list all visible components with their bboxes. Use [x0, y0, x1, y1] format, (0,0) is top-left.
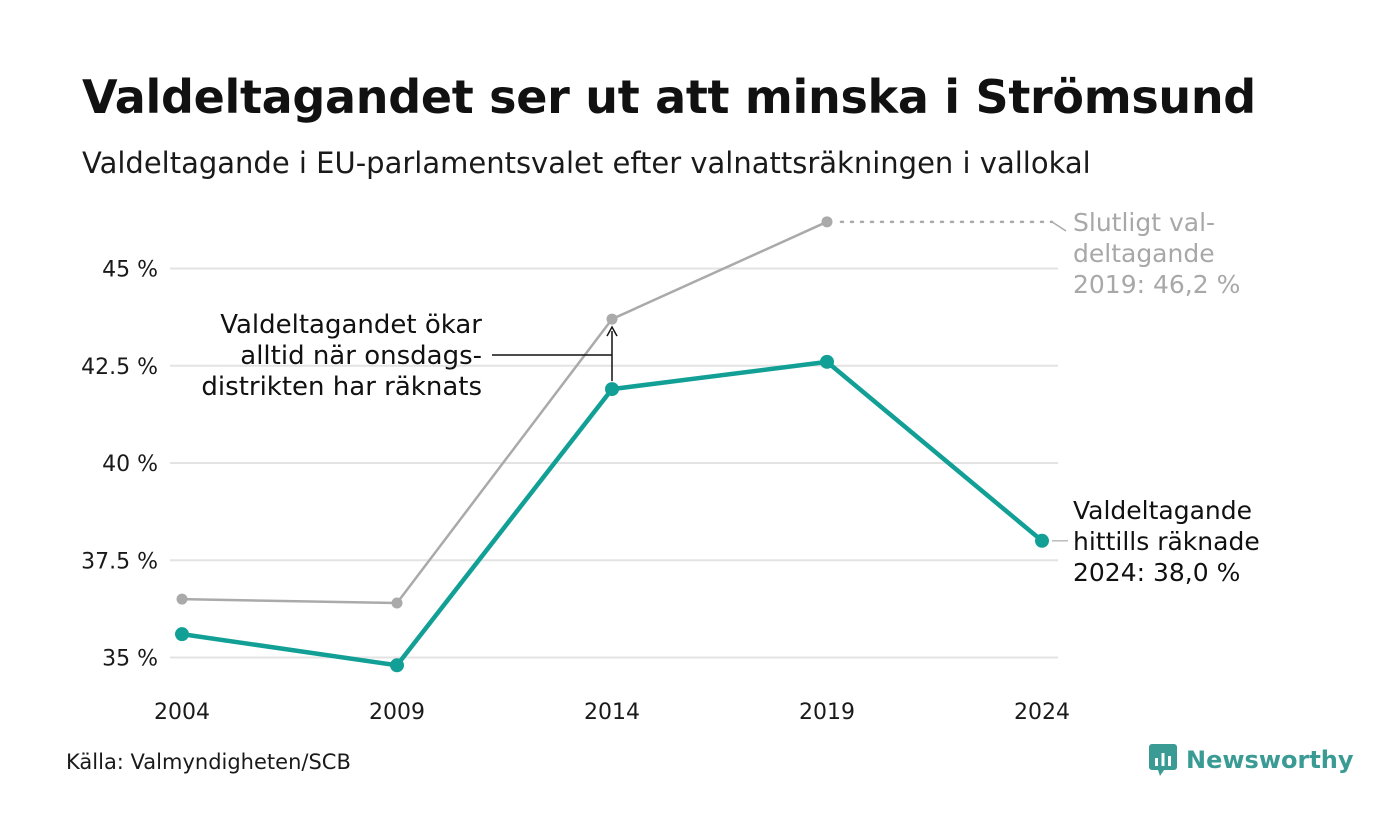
annotation-note: alltid när onsdags-	[240, 341, 482, 371]
x-tick-label: 2014	[584, 700, 640, 725]
x-tick-label: 2004	[154, 700, 210, 725]
source-note: Källa: Valmyndigheten/SCB	[66, 750, 351, 774]
data-point-final	[176, 593, 188, 605]
series-line-final	[181, 220, 828, 605]
final-series-label: Slutligt val-	[1073, 208, 1215, 237]
data-point-preliminary	[605, 382, 619, 397]
annotation-note: Valdeltagandet ökar	[220, 310, 482, 340]
final-series-label: 2019: 46,2 %	[1073, 270, 1240, 299]
data-point-preliminary	[820, 354, 834, 369]
final-series-label: deltagande	[1073, 239, 1215, 268]
y-tick-label: 45 %	[102, 258, 158, 283]
data-point-preliminary	[1035, 533, 1049, 548]
final-label-connector	[1051, 221, 1067, 232]
annotation-note: distrikten har räknats	[201, 372, 482, 402]
data-point-final	[391, 597, 403, 609]
x-tick-label: 2024	[1014, 700, 1070, 725]
y-tick-label: 40 %	[102, 452, 158, 477]
data-point-preliminary	[175, 627, 189, 642]
chart-title: Valdeltagandet ser ut att minska i Ström…	[82, 70, 1256, 124]
preliminary-series-label: 2024: 38,0 %	[1073, 558, 1240, 587]
series-line-preliminary	[181, 359, 1044, 668]
preliminary-series-label: Valdeltagande	[1073, 496, 1252, 525]
y-tick-label: 37.5 %	[81, 549, 158, 574]
annotation-arrow-head	[606, 325, 618, 337]
x-tick-label: 2009	[369, 700, 425, 725]
data-point-final	[821, 216, 833, 228]
brand-logo: Newsworthy	[1148, 743, 1354, 777]
x-tick-label: 2019	[799, 700, 855, 725]
y-tick-label: 42.5 %	[81, 355, 158, 380]
preliminary-series-label: hittills räknade	[1073, 527, 1260, 556]
data-point-preliminary	[390, 658, 404, 673]
chart-subtitle: Valdeltagande i EU-parlamentsvalet efter…	[82, 146, 1091, 180]
y-tick-label: 35 %	[102, 647, 158, 672]
brand-name: Newsworthy	[1186, 746, 1354, 774]
data-point-final	[606, 313, 618, 325]
newsworthy-logo-icon	[1149, 744, 1177, 776]
